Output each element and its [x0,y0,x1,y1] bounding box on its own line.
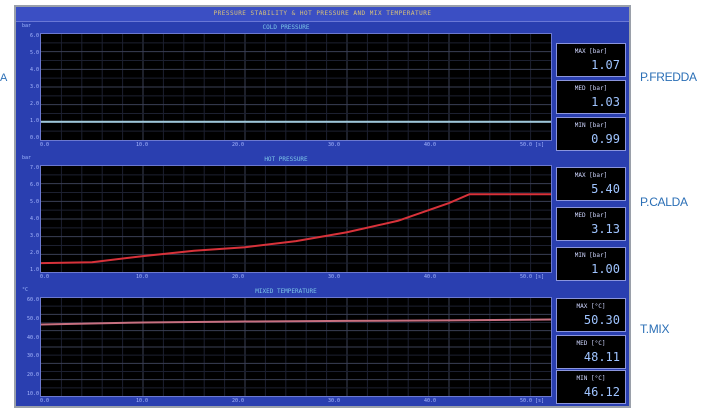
y-tick-label: 2.0 [20,101,39,107]
series-line [41,194,551,263]
stat-label: MAX [°C] [557,303,625,310]
y-tick-label: 4.0 [20,67,39,73]
side-label-cold: P.FREDDA [640,70,697,84]
y-tick-label: 2.0 [20,250,39,256]
stat-label: MIN [bar] [557,122,625,129]
panel-title: COLD PRESSURE [20,23,552,33]
panel-title: MIXED TEMPERATURE [20,287,552,297]
side-label-mix: T.MIX [640,322,669,336]
stat-label: MIN [°C] [557,375,625,382]
mixed-temperature-panel: °C MIXED TEMPERATURE 60.0 50.0 40.0 30.0 20.… [20,287,552,403]
x-tick-label: 40.0 [424,142,436,148]
stat-label: MED [°C] [557,340,625,347]
stat-label: MED [bar] [557,85,625,92]
stat-value: 5.40 [591,182,620,196]
hot-pressure-plot [40,165,552,273]
cold-pressure-plot [40,33,552,141]
x-tick-label: 40.0 [424,398,436,404]
monitor-window: PRESSURE STABILITY & HOT PRESSURE AND MI… [14,5,631,408]
x-tick-label: 0.0 [40,274,49,280]
x-tick-label: 40.0 [424,274,436,280]
x-tick-label: 10.0 [136,274,148,280]
stat-value: 48.11 [584,350,620,364]
stat-value: 0.99 [591,132,620,146]
x-tick-label: 20.0 [232,142,244,148]
y-tick-label: 30.0 [20,353,39,359]
stat-label: MIN [bar] [557,252,625,259]
y-tick-label: 7.0 [20,165,39,171]
stat-value: 50.30 [584,313,620,327]
stat-value: 1.00 [591,262,620,276]
panel-title: HOT PRESSURE [20,155,552,165]
x-tick-label: 20.0 [232,398,244,404]
y-tick-label: 20.0 [20,372,39,378]
y-tick-label: 5.0 [20,199,39,205]
y-tick-label: 10.0 [20,391,39,397]
y-tick-label: 40.0 [20,335,39,341]
stat-label: MAX [bar] [557,48,625,55]
y-tick-label: 60.0 [20,297,39,303]
stat-label: MAX [bar] [557,172,625,179]
stat-max: MAX [bar] 5.40 [556,167,626,201]
y-tick-label: 6.0 [20,33,39,39]
hot-pressure-panel: bar HOT PRESSURE 7.0 6.0 5.0 4.0 3.0 2.0 1.0 0.… [20,155,552,283]
x-tick-label: 30.0 [328,398,340,404]
y-tick-label: 5.0 [20,50,39,56]
x-tick-label: 50.0 [s] [520,274,544,280]
y-tick-label: 3.0 [20,84,39,90]
y-tick-label: 6.0 [20,182,39,188]
y-tick-label: 3.0 [20,233,39,239]
stat-value: 1.07 [591,58,620,72]
x-tick-label: 50.0 [s] [520,142,544,148]
stat-min: MIN [bar] 1.00 [556,247,626,281]
cold-pressure-panel: bar COLD PRESSURE 6.0 5.0 4.0 3.0 2.0 1.0 0.0 0… [20,23,552,151]
stat-min: MIN [bar] 0.99 [556,117,626,151]
x-tick-label: 0.0 [40,398,49,404]
stat-med: MED [°C] 48.11 [556,335,626,369]
stat-value: 1.03 [591,95,620,109]
stat-max: MAX [°C] 50.30 [556,298,626,332]
mixed-temperature-plot [40,297,552,397]
stat-med: MED [bar] 1.03 [556,80,626,114]
x-tick-label: 0.0 [40,142,49,148]
window-title: PRESSURE STABILITY & HOT PRESSURE AND MI… [16,7,629,22]
x-tick-label: 10.0 [136,142,148,148]
x-tick-label: 30.0 [328,142,340,148]
y-tick-label: 1.0 [20,267,39,273]
edge-label: A [0,72,7,84]
side-label-hot: P.CALDA [640,195,688,209]
stat-label: MED [bar] [557,212,625,219]
y-tick-label: 50.0 [20,316,39,322]
stat-med: MED [bar] 3.13 [556,207,626,241]
x-tick-label: 30.0 [328,274,340,280]
stat-max: MAX [bar] 1.07 [556,43,626,77]
x-tick-label: 20.0 [232,274,244,280]
x-tick-label: 50.0 [s] [520,398,544,404]
stat-min: MIN [°C] 46.12 [556,370,626,404]
y-tick-label: 1.0 [20,118,39,124]
stat-value: 3.13 [591,222,620,236]
stat-value: 46.12 [584,385,620,399]
x-tick-label: 10.0 [136,398,148,404]
y-tick-label: 4.0 [20,216,39,222]
y-tick-label: 0.0 [20,135,39,141]
